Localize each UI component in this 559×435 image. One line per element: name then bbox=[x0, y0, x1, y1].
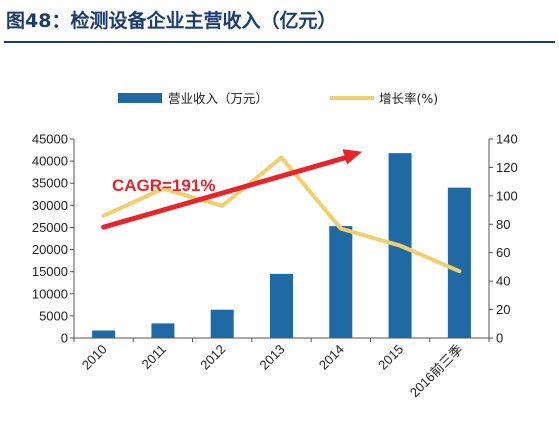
left-axis-tick-label: 0 bbox=[61, 331, 68, 346]
x-axis-tick-label: 2016前三季 bbox=[407, 342, 466, 401]
left-axis-tick-label: 25000 bbox=[32, 220, 68, 235]
left-axis-tick-label: 10000 bbox=[32, 286, 68, 301]
bar bbox=[210, 309, 234, 338]
right-axis-tick-label: 20 bbox=[496, 302, 510, 317]
x-axis-tick-label: 2010 bbox=[79, 342, 110, 373]
left-axis-tick-label: 5000 bbox=[39, 308, 68, 323]
legend-line-label: 增长率(%) bbox=[379, 91, 438, 106]
bar bbox=[92, 330, 116, 338]
bar bbox=[151, 323, 175, 338]
cagr-annotation: CAGR=191% bbox=[112, 176, 215, 195]
right-axis-tick-label: 0 bbox=[496, 331, 503, 346]
bar bbox=[329, 226, 353, 338]
cagr-arrow-shaft bbox=[101, 153, 355, 230]
x-axis-tick-label: 2011 bbox=[139, 342, 169, 372]
bar bbox=[447, 187, 471, 338]
left-axis-tick-label: 40000 bbox=[32, 154, 68, 169]
right-axis-tick-label: 140 bbox=[496, 132, 518, 147]
legend: 营业收入（万元） 增长率(%) bbox=[118, 91, 438, 106]
left-axis-tick-label: 35000 bbox=[32, 176, 68, 191]
left-axis-tick-label: 15000 bbox=[32, 264, 68, 279]
x-axis-tick-label: 2012 bbox=[197, 342, 228, 373]
bar bbox=[270, 273, 293, 338]
title-divider bbox=[4, 41, 555, 43]
cagr-arrow-head bbox=[342, 149, 363, 165]
left-axis-tick-label: 20000 bbox=[32, 242, 68, 257]
legend-bar-swatch bbox=[118, 93, 162, 103]
x-axis-tick-label: 2015 bbox=[375, 342, 406, 373]
right-axis-tick-label: 60 bbox=[496, 245, 510, 260]
plot-area: 0 5000 10000 15000 20000 25000 30000 35000 40000… bbox=[32, 132, 518, 401]
left-axis-tick-label: 30000 bbox=[32, 198, 68, 213]
legend-bar-label: 营业收入（万元） bbox=[168, 91, 268, 106]
figure-title: 图48：检测设备企业主营收入（亿元） bbox=[6, 10, 337, 32]
left-axis-tick-label: 45000 bbox=[32, 132, 68, 147]
right-axis-tick-label: 120 bbox=[496, 160, 518, 175]
x-axis-tick-label: 2014 bbox=[316, 342, 347, 373]
x-axis-tick-label: 2013 bbox=[257, 342, 288, 373]
right-axis-tick-label: 80 bbox=[496, 217, 510, 232]
right-axis-tick-label: 40 bbox=[496, 274, 510, 289]
right-axis-tick-label: 100 bbox=[496, 188, 518, 203]
